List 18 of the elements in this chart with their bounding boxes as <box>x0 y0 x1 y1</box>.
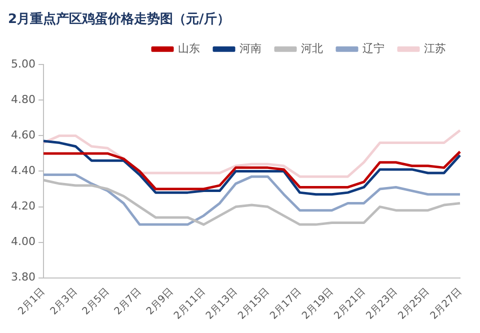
x-tick-label: 2月7日 <box>112 286 144 318</box>
y-tick-label: 3.80 <box>10 270 36 284</box>
x-tick-label: 2月5日 <box>80 286 112 318</box>
legend-label: 山东 <box>178 42 200 55</box>
x-tick-label: 2月3日 <box>48 286 80 318</box>
legend-label: 江苏 <box>424 42 446 55</box>
legend-label: 辽宁 <box>362 42 384 55</box>
y-tick-label: 4.80 <box>10 93 36 106</box>
y-tick-label: 4.20 <box>10 200 36 213</box>
y-tick-label: 4.40 <box>10 164 36 178</box>
legend-label: 河北 <box>301 42 323 55</box>
chart-title: 2月重点产区鸡蛋价格走势图（元/斤） <box>8 11 230 28</box>
x-tick-label: 2月1日 <box>16 286 48 318</box>
y-tick-label: 4.60 <box>10 128 36 142</box>
y-tick-label: 5.00 <box>10 57 36 70</box>
y-tick-label: 4.00 <box>10 235 36 248</box>
x-tick-label: 2月27日 <box>428 286 464 322</box>
legend-label: 河南 <box>240 42 262 55</box>
